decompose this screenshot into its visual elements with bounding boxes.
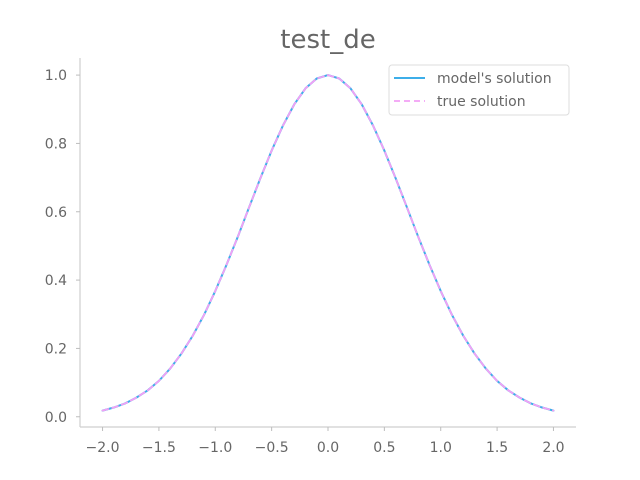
x-tick-label: −1.0 — [198, 440, 232, 456]
series-layer — [101, 74, 555, 412]
y-ticks: 0.0 0.2 0.4 0.6 0.8 1.0 — [45, 68, 80, 426]
legend-model-label: model's solution — [437, 71, 552, 87]
x-tick-label: 0.0 — [317, 440, 339, 456]
x-tick-label: 1.0 — [430, 440, 452, 456]
x-tick-label: −0.5 — [255, 440, 289, 456]
model-solution-line — [101, 74, 555, 412]
y-tick-label: 0.8 — [45, 136, 67, 152]
legend-true-label: true solution — [437, 94, 526, 110]
y-tick-label: 0.0 — [45, 410, 67, 426]
x-tick-label: 1.5 — [486, 440, 508, 456]
y-tick-label: 1.0 — [45, 68, 67, 84]
y-tick-label: 0.2 — [45, 341, 67, 357]
true-solution-line — [101, 74, 555, 412]
legend: model's solution true solution — [388, 64, 570, 116]
x-tick-label: 2.0 — [542, 440, 564, 456]
legend-box — [388, 64, 570, 116]
y-tick-label: 0.4 — [45, 273, 67, 289]
x-ticks: −2.0 −1.5 −1.0 −0.5 0.0 0.5 1.0 1.5 2.0 — [86, 427, 565, 456]
x-tick-label: 0.5 — [373, 440, 395, 456]
y-tick-label: 0.6 — [45, 205, 67, 221]
x-tick-label: −1.5 — [142, 440, 176, 456]
chart-title: test_de — [280, 25, 375, 55]
x-tick-label: −2.0 — [86, 440, 120, 456]
